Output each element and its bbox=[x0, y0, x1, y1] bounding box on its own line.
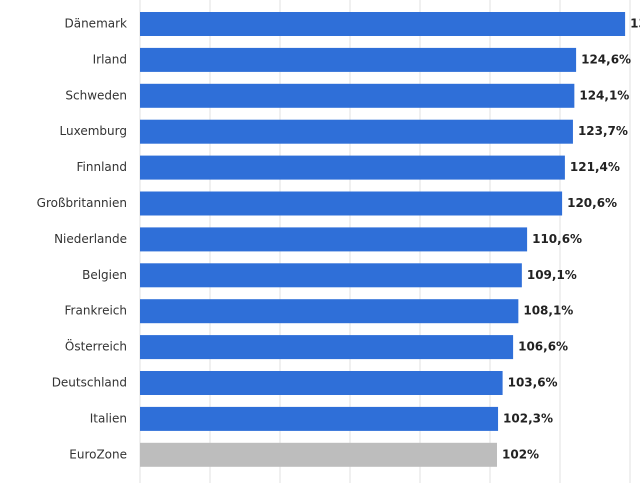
y-tick-label: Frankreich bbox=[65, 304, 127, 318]
bar bbox=[140, 371, 503, 395]
bar bbox=[140, 83, 575, 108]
y-tick-label: EuroZone bbox=[69, 447, 127, 461]
y-tick-label: Belgien bbox=[82, 268, 127, 282]
value-label: 124,6% bbox=[581, 52, 631, 66]
bar bbox=[140, 227, 528, 252]
bar bbox=[140, 119, 573, 144]
value-label: 102,3% bbox=[503, 411, 553, 425]
value-label: 138,6% bbox=[630, 17, 640, 31]
value-label: 110,6% bbox=[532, 232, 582, 246]
value-label: 102% bbox=[502, 447, 539, 461]
value-label: 106,6% bbox=[518, 340, 568, 354]
bar bbox=[140, 191, 563, 216]
y-tick-label: Finnland bbox=[77, 160, 127, 174]
y-tick-label: Irland bbox=[93, 52, 127, 66]
value-label: 108,1% bbox=[523, 304, 573, 318]
bar bbox=[140, 155, 565, 180]
y-tick-label: Dänemark bbox=[64, 17, 127, 31]
bar bbox=[140, 442, 497, 467]
bar bbox=[140, 47, 577, 72]
value-label: 109,1% bbox=[527, 268, 577, 282]
value-label: 121,4% bbox=[570, 160, 620, 174]
y-tick-label: Italien bbox=[90, 411, 127, 425]
y-tick-label: Niederlande bbox=[54, 232, 127, 246]
bar bbox=[140, 335, 514, 360]
bar bbox=[140, 299, 519, 324]
y-tick-label: Österreich bbox=[65, 338, 127, 354]
value-label: 103,6% bbox=[508, 376, 558, 390]
y-tick-label: Luxemburg bbox=[60, 124, 127, 138]
value-label: 120,6% bbox=[567, 196, 617, 210]
bar bbox=[140, 406, 499, 431]
value-label: 124,1% bbox=[579, 88, 629, 102]
y-tick-label: Schweden bbox=[65, 88, 127, 102]
value-label: 123,7% bbox=[578, 124, 628, 138]
bar bbox=[140, 263, 522, 288]
y-tick-label: Großbritannien bbox=[37, 196, 127, 210]
bar bbox=[140, 12, 626, 36]
y-tick-label: Deutschland bbox=[52, 376, 127, 390]
